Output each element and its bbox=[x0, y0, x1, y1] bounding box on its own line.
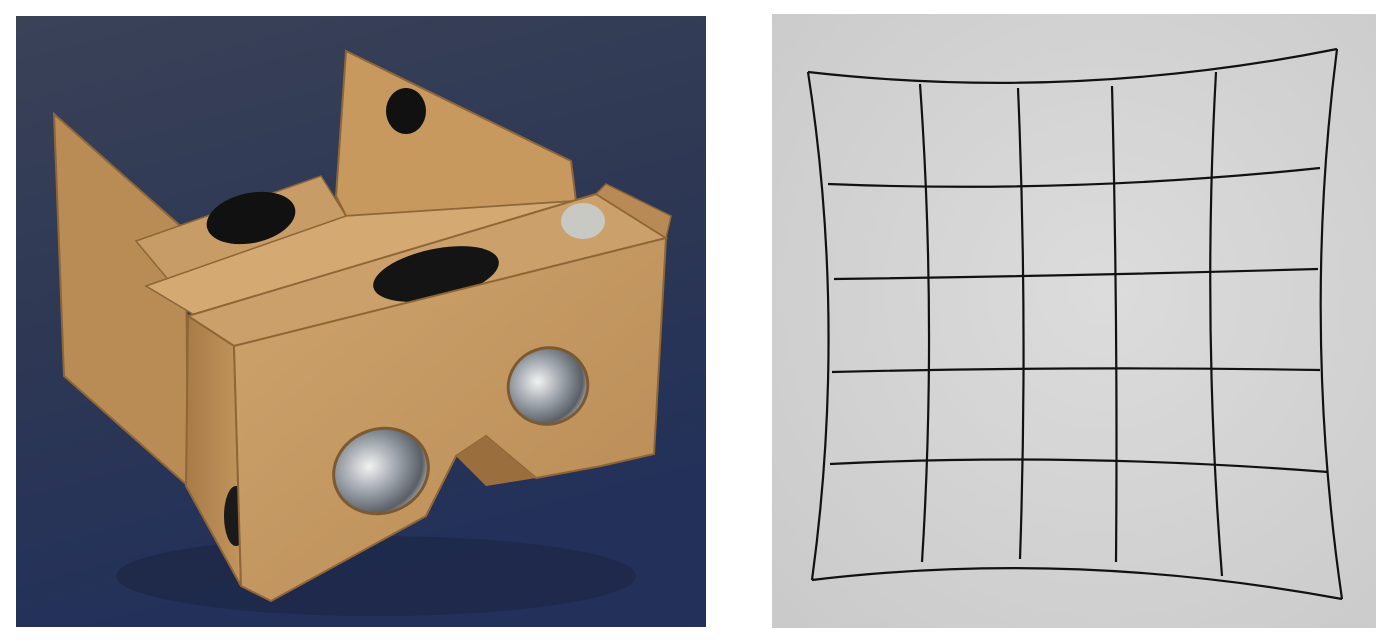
grid-h-line-6 bbox=[811, 567, 1343, 601]
nose-cutout bbox=[456, 436, 536, 486]
grid-h-line-1 bbox=[807, 47, 1338, 84]
grid-lines bbox=[806, 47, 1344, 601]
left-lens bbox=[332, 426, 430, 516]
velcro-strip-back bbox=[206, 191, 296, 245]
grid-h-line-2 bbox=[827, 166, 1321, 188]
right-lens bbox=[506, 346, 590, 426]
cardboard-vr-illustration bbox=[16, 16, 706, 627]
cardboard-vr-photo bbox=[16, 16, 706, 627]
grid-v-line-3 bbox=[1016, 87, 1025, 560]
grid-v-line-6 bbox=[1319, 48, 1344, 600]
pincushion-grid-illustration bbox=[772, 14, 1376, 628]
grid-h-line-4 bbox=[831, 367, 1321, 374]
grid-h-line-3 bbox=[833, 267, 1319, 281]
grid-v-line-2 bbox=[918, 83, 931, 563]
grid-v-line-4 bbox=[1110, 85, 1118, 563]
viewer-shadow bbox=[116, 536, 636, 616]
grid-v-line-5 bbox=[1209, 71, 1224, 577]
paper-background bbox=[772, 14, 1376, 628]
right-lens-edge bbox=[561, 203, 605, 239]
velcro-dot bbox=[386, 88, 426, 134]
distorted-grid-photo bbox=[772, 14, 1376, 628]
grid-v-line-1 bbox=[806, 71, 830, 581]
grid-h-line-5 bbox=[829, 458, 1329, 474]
right-edge bbox=[594, 183, 672, 240]
